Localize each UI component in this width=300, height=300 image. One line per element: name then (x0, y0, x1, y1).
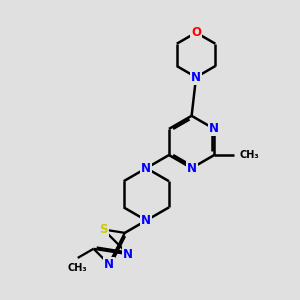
Text: N: N (187, 162, 196, 175)
Text: N: N (141, 214, 151, 227)
Text: N: N (123, 248, 133, 261)
Text: S: S (99, 223, 108, 236)
Text: N: N (104, 258, 114, 271)
Text: O: O (191, 26, 201, 39)
Text: CH₃: CH₃ (239, 150, 259, 160)
Text: N: N (141, 162, 151, 175)
Text: N: N (209, 122, 219, 135)
Text: CH₃: CH₃ (68, 263, 88, 273)
Text: N: N (191, 71, 201, 84)
